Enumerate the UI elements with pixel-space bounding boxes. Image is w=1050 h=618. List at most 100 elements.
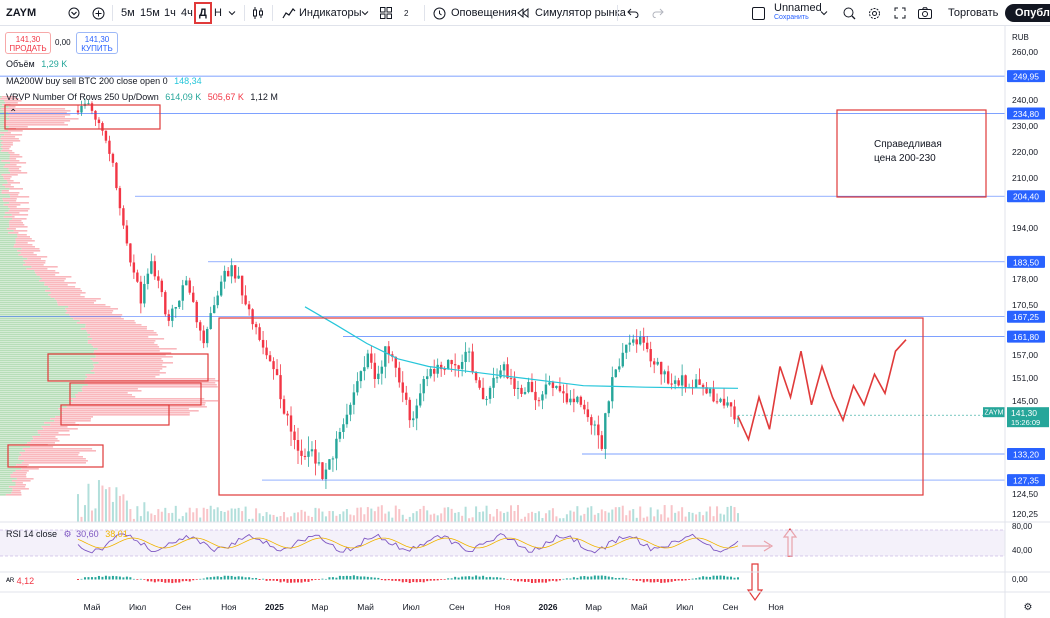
profile-down-bar: [1, 150, 12, 152]
macd-histogram-bar: [290, 579, 292, 583]
time-axis[interactable]: Май Июл Сен Ноя 2025 Мар Май Июл Сен Ноя 2026 Мар Ма…: [84, 602, 1033, 613]
macd-collapsed-icon: ᴬᴿ: [6, 576, 14, 586]
layout-name[interactable]: Unnamed Сохранить: [774, 0, 822, 26]
macd-histogram-bar: [524, 579, 526, 582]
rsi-tick-label: 40,00: [1012, 546, 1033, 555]
indicators-button[interactable]: Индикаторы: [299, 0, 362, 26]
trade-button[interactable]: Торговать: [948, 0, 998, 26]
chevron-down-icon[interactable]: [228, 0, 236, 26]
redo-icon[interactable]: [652, 0, 664, 26]
macd-histogram-bar: [695, 578, 697, 579]
macd-histogram-bar: [287, 579, 289, 583]
volume-bar: [514, 511, 516, 522]
profile-down-bar: [42, 278, 66, 280]
buy-button[interactable]: 141,30 КУПИТЬ: [76, 32, 118, 54]
profile-up-bar: [0, 364, 93, 366]
volume-bar: [157, 509, 159, 522]
chevron-down-icon[interactable]: [820, 0, 828, 26]
interval-1h[interactable]: 1ч: [164, 0, 176, 26]
profile-down-bar: [8, 130, 23, 132]
volume-bar: [119, 496, 121, 522]
volume-bar: [374, 511, 376, 522]
profile-down-bar: [9, 222, 23, 224]
profile-up-bar: [0, 278, 42, 280]
candle-body: [419, 393, 421, 405]
volume-bar: [583, 514, 585, 522]
profile-down-bar: [88, 342, 155, 344]
profile-down-bar: [12, 214, 28, 216]
indicators-icon[interactable]: [282, 0, 296, 26]
profile-down-bar: [70, 402, 205, 404]
collapse-legend-chevron-icon[interactable]: ⌃: [9, 108, 17, 119]
price-axis[interactable]: RUB 260,00 240,00 230,00 220,00 210,00 194,00 1…: [0, 26, 1050, 618]
candle-body: [255, 324, 257, 327]
macd-legend[interactable]: ᴬᴿ 4,12: [6, 576, 34, 586]
macd-histogram-bar: [147, 579, 149, 581]
interval-15m[interactable]: 15м: [140, 0, 160, 26]
alert-clock-icon[interactable]: [433, 0, 446, 26]
profile-down-bar: [10, 158, 17, 160]
macd-histogram-bar: [566, 578, 568, 579]
profile-up-bar: [0, 196, 10, 198]
layouts-grid-icon[interactable]: [380, 0, 392, 26]
macd-histogram-bar: [342, 576, 344, 579]
price-chart[interactable]: 249,95 234,80 204,40 183,50 167,25 161,80 133,…: [0, 26, 1050, 618]
macd-histogram-bar: [527, 579, 529, 582]
profile-up-bar: [0, 284, 44, 286]
ma-legend[interactable]: MA200W buy sell BTC 200 close open 0 148…: [6, 76, 202, 86]
profile-up-bar: [0, 286, 48, 288]
volume-bar: [517, 505, 519, 522]
volume-legend[interactable]: Объём 1,29 K: [6, 59, 67, 69]
macd-histogram-bar: [405, 579, 407, 582]
sell-button[interactable]: 141,30 ПРОДАТЬ: [5, 32, 51, 54]
volume-bar: [164, 508, 166, 522]
candles-icon[interactable]: [252, 0, 264, 26]
macd-histogram-bar: [234, 577, 236, 580]
volume-bar: [562, 518, 564, 522]
interval-5m[interactable]: 5м: [121, 0, 135, 26]
rsi-legend[interactable]: RSI 14 close ⚙ 30,60 38,01: [6, 529, 128, 540]
profile-down-bar: [4, 166, 22, 168]
candle-body: [189, 280, 191, 292]
profile-up-bar: [0, 208, 10, 210]
profile-up-bar: [0, 220, 9, 222]
macd-histogram-bar: [175, 579, 177, 583]
macd-histogram-bar: [713, 576, 715, 580]
volume-legend-label: Объём: [6, 59, 35, 69]
alerts-button[interactable]: Оповещения: [451, 0, 517, 26]
profile-up-bar: [0, 490, 12, 492]
volume-bar: [573, 512, 575, 522]
chevron-down-icon[interactable]: [361, 0, 369, 26]
undo-icon[interactable]: [627, 0, 639, 26]
candle-body: [443, 369, 445, 370]
quick-search-icon[interactable]: [843, 0, 856, 26]
replay-icon[interactable]: [517, 0, 530, 26]
profile-down-bar: [12, 480, 31, 482]
volume-bar: [101, 486, 103, 522]
compare-plus-icon[interactable]: [92, 0, 105, 26]
interval-4h[interactable]: 4ч: [181, 0, 193, 26]
layout-checkbox[interactable]: [752, 0, 765, 26]
macd-histogram-bar: [573, 577, 575, 579]
candle-body: [381, 367, 383, 374]
interval-week[interactable]: Н: [214, 0, 222, 26]
fullscreen-icon[interactable]: [894, 0, 906, 26]
macd-histogram-bar: [273, 579, 275, 581]
camera-icon[interactable]: [918, 0, 932, 26]
macd-histogram-bar: [245, 577, 247, 579]
vrvp-legend[interactable]: VRVP Number Of Rows 250 Up/Down 614,09 K…: [6, 92, 278, 102]
volume-bar: [597, 513, 599, 522]
profile-down-bar: [98, 348, 177, 350]
interval-day-active[interactable]: Д: [194, 2, 212, 24]
vrvp-total-value: 1,12 M: [250, 92, 278, 102]
symbol-search[interactable]: ZAYM: [6, 0, 36, 26]
volume-bar: [559, 518, 561, 522]
add-symbol-icon[interactable]: [68, 0, 80, 26]
volume-bar: [496, 509, 498, 522]
replay-button[interactable]: Симулятор рынка: [535, 0, 626, 26]
candle-body: [702, 385, 704, 387]
publish-button[interactable]: Опублико: [1005, 4, 1050, 22]
macd-histogram-bar: [360, 576, 362, 579]
ma-legend-label: MA200W buy sell BTC 200 close open 0: [6, 76, 168, 86]
settings-gear-icon[interactable]: [868, 0, 881, 26]
